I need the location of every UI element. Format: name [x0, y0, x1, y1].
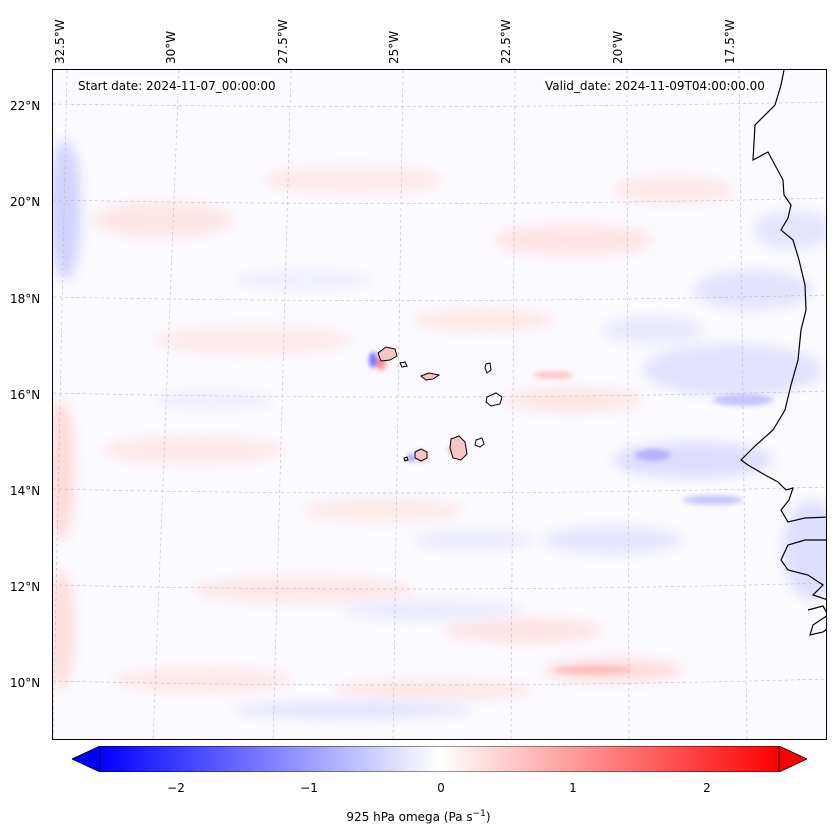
lon-label-25w: 25°W — [387, 30, 401, 64]
island-sao-nicolau — [420, 372, 441, 381]
colorbar-tick-0: 0 — [437, 781, 445, 795]
omega-colorbar — [72, 746, 807, 772]
valid-date-label: Valid_date: 2024-11-09T04:00:00.00 — [543, 79, 767, 93]
island-santo-antao — [377, 346, 398, 362]
colorbar-gradient — [99, 746, 780, 772]
colorbar-tick-minus1: −1 — [300, 781, 318, 795]
colorbar-tick-1: 1 — [569, 781, 577, 795]
descent-patches — [53, 166, 733, 700]
lon-label-27-5w: 27.5°W — [276, 19, 290, 64]
colorbar-label-exponent: −1 — [472, 809, 486, 819]
lat-label-18n: 18°N — [10, 292, 41, 306]
lon-label-30w: 30°W — [164, 30, 178, 64]
lon-label-22-5w: 22.5°W — [499, 19, 513, 64]
island-sal — [484, 362, 492, 374]
lat-label-10n: 10°N — [10, 676, 41, 690]
lat-label-14n: 14°N — [10, 484, 41, 498]
colorbar-max-extend — [778, 746, 807, 772]
island-boa-vista — [485, 392, 503, 407]
colorbar-label: 925 hPa omega (Pa s−1) — [0, 809, 837, 824]
omega-field-map — [53, 70, 826, 739]
lat-label-12n: 12°N — [10, 580, 41, 594]
cape-verde-islands — [377, 346, 503, 462]
detail-streaks — [369, 352, 773, 674]
island-fogo — [414, 448, 428, 462]
lat-label-22n: 22°N — [10, 99, 41, 113]
lon-label-20w: 20°W — [611, 30, 625, 64]
map-panel — [52, 69, 827, 740]
african-coastline — [740, 70, 826, 636]
lon-label-17-5w: 17.5°W — [723, 19, 737, 64]
colorbar-label-close: ) — [485, 810, 491, 824]
gridlines — [53, 70, 826, 739]
lat-label-16n: 16°N — [10, 388, 41, 402]
island-maio — [474, 437, 485, 448]
start-date-label: Start date: 2024-11-07_00:00:00 — [76, 79, 278, 93]
island-santiago — [449, 435, 468, 461]
colorbar-min-extend — [72, 746, 101, 772]
island-brava — [403, 456, 409, 462]
island-sao-vicente — [399, 361, 408, 368]
lon-label-32-5w: 32.5°W — [53, 19, 67, 64]
lat-label-20n: 20°N — [10, 195, 41, 209]
colorbar-tick-minus2: −2 — [167, 781, 185, 795]
colorbar-tick-2: 2 — [703, 781, 711, 795]
colorbar-label-text: 925 hPa omega (Pa s — [346, 810, 473, 824]
